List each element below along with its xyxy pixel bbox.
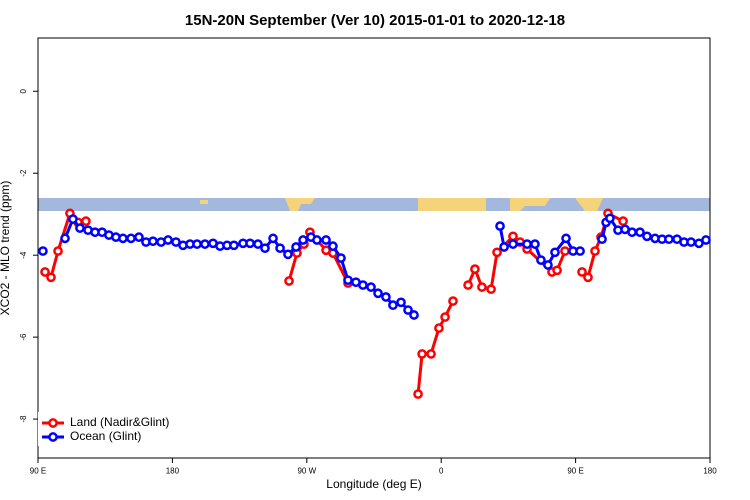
legend-marker	[48, 418, 58, 428]
point	[358, 280, 368, 290]
point	[192, 239, 202, 249]
point	[417, 349, 427, 359]
point	[396, 297, 406, 308]
point	[126, 233, 136, 244]
point	[561, 233, 571, 244]
point	[686, 237, 696, 247]
point	[60, 233, 70, 244]
point	[81, 216, 91, 227]
x-tick-label: 180	[166, 467, 180, 476]
point	[440, 312, 450, 322]
point	[275, 243, 285, 254]
point	[245, 238, 255, 249]
point	[463, 280, 473, 290]
legend-label: Land (Nadir&Glint)	[70, 415, 169, 429]
point	[470, 264, 480, 274]
point	[618, 216, 628, 227]
y-tick-label: -4	[19, 251, 28, 259]
point	[413, 389, 423, 399]
point	[268, 233, 278, 244]
x-tick-label: 180	[703, 467, 717, 476]
point	[336, 253, 346, 263]
point	[590, 246, 600, 256]
point	[403, 305, 413, 315]
point	[53, 246, 63, 256]
point	[200, 239, 210, 249]
legend: Land (Nadir&Glint)Ocean (Glint)	[38, 412, 188, 446]
plot-frame	[37, 37, 711, 459]
point	[583, 272, 593, 283]
y-tick-label: 0	[19, 88, 28, 93]
point	[40, 267, 50, 277]
x-tick-label: 90 W	[297, 467, 316, 476]
point	[366, 282, 376, 292]
point	[283, 249, 293, 260]
point	[298, 235, 308, 245]
point	[388, 300, 398, 311]
map-strip	[38, 198, 710, 211]
point	[260, 243, 270, 254]
point	[597, 234, 607, 245]
point	[426, 349, 436, 359]
point	[291, 242, 301, 252]
point	[495, 221, 505, 231]
point	[409, 310, 419, 320]
point	[642, 231, 652, 242]
x-tick-label: 0	[439, 467, 444, 476]
x-tick-label: 90 E	[567, 467, 583, 476]
point	[328, 241, 338, 252]
point	[486, 284, 496, 295]
point	[536, 255, 546, 265]
point	[577, 267, 587, 277]
point	[75, 223, 85, 233]
point	[68, 214, 78, 224]
point	[664, 234, 674, 245]
point	[253, 239, 263, 249]
point	[118, 233, 128, 244]
point	[560, 246, 570, 256]
point	[434, 323, 444, 333]
point	[477, 282, 487, 292]
point	[321, 235, 331, 245]
point	[134, 232, 144, 242]
point	[343, 275, 353, 286]
y-tick-label: -8	[19, 415, 28, 423]
point	[543, 260, 553, 270]
point	[552, 265, 562, 276]
point	[550, 247, 560, 258]
y-axis-label: XCO2 - MLO trend (ppm)	[0, 181, 12, 316]
point	[499, 242, 509, 252]
legend-box	[38, 412, 188, 446]
point	[373, 288, 383, 299]
point	[522, 239, 532, 249]
x-axis-label: Longitude (deg E)	[326, 477, 421, 491]
y-tick-label: -6	[19, 333, 28, 341]
chart-title: 15N-20N September (Ver 10) 2015-01-01 to…	[185, 12, 565, 29]
point	[148, 236, 158, 247]
legend-marker	[48, 432, 58, 442]
point	[448, 296, 458, 306]
point	[46, 272, 56, 283]
point	[635, 227, 645, 238]
point	[627, 227, 637, 238]
point	[163, 235, 173, 245]
point	[575, 246, 585, 256]
point	[701, 235, 711, 245]
point	[229, 240, 239, 251]
x-tick-label: 90 E	[30, 467, 46, 476]
point	[492, 247, 502, 258]
point	[38, 246, 48, 256]
legend-label: Ocean (Glint)	[70, 429, 141, 443]
point	[508, 231, 518, 242]
point	[508, 239, 518, 249]
point	[312, 235, 322, 245]
point	[605, 213, 615, 224]
point	[530, 239, 540, 249]
point	[284, 276, 294, 286]
y-tick-label: -2	[19, 169, 28, 177]
point	[381, 292, 391, 302]
